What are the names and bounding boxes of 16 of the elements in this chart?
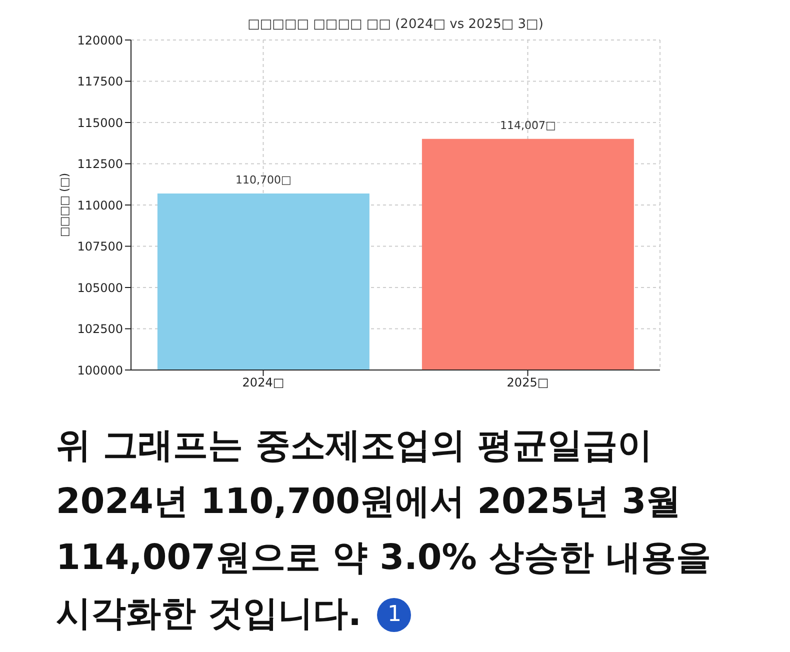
x-tick-label: 2024□: [242, 376, 284, 390]
y-axis-title: □□□□ (□): [58, 172, 71, 238]
y-tick-label: 117500: [77, 74, 123, 89]
data-label: 114,007□: [500, 118, 556, 132]
y-tick-label: 107500: [77, 240, 123, 254]
data-label: 110,700□: [236, 173, 292, 186]
chart-title: □□□□□ □□□□ □□ (2024□ vs 2025□ 3□): [246, 17, 544, 32]
y-tick-label: 120000: [77, 33, 123, 48]
y-tick-label: 100000: [77, 363, 123, 378]
text: 1: [377, 598, 412, 632]
y-tick-label: 112500: [77, 157, 123, 172]
y-tick-label: 105000: [77, 280, 123, 295]
y-tick-label: 115000: [77, 116, 123, 130]
x-tick-label: 2025□: [506, 376, 549, 390]
y-tick-label: 110000: [77, 198, 123, 212]
y-tick-label: 102500: [77, 322, 123, 336]
